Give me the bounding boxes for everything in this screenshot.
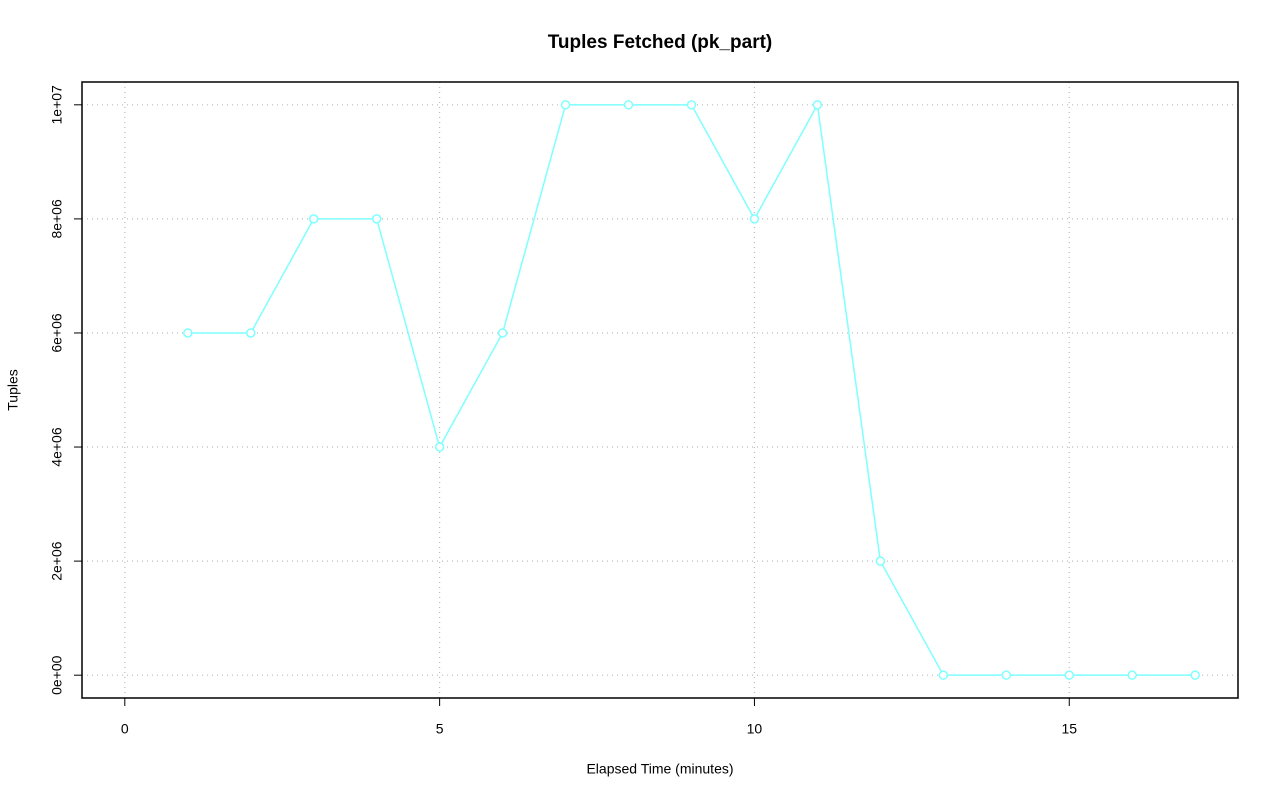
plot-frame <box>81 81 1239 699</box>
point <box>623 100 634 110</box>
y-tick-label: 1e+07 <box>49 85 65 125</box>
y-tick-label: 2e+06 <box>49 541 65 581</box>
x-tick-label: 10 <box>747 721 763 737</box>
point <box>938 670 949 680</box>
point <box>434 442 445 452</box>
point <box>686 100 697 110</box>
point <box>560 100 571 110</box>
point <box>1190 670 1200 680</box>
point <box>1001 670 1012 680</box>
point <box>812 100 823 110</box>
y-tick-label: 8e+06 <box>49 199 65 239</box>
point <box>1127 670 1137 680</box>
x-tick-label: 5 <box>436 721 444 737</box>
point <box>371 214 382 224</box>
chart-title: Tuples Fetched (pk_part) <box>548 32 773 53</box>
point <box>1064 670 1075 680</box>
x-tick-label: 0 <box>121 721 129 737</box>
y-axis-label: Tuples <box>5 369 21 411</box>
point <box>183 328 193 338</box>
point <box>497 328 508 338</box>
point <box>749 214 760 224</box>
x-axis-label: Elapsed Time (minutes) <box>586 761 733 777</box>
y-tick-label: 4e+06 <box>49 427 65 467</box>
y-tick-label: 6e+06 <box>49 313 65 353</box>
point <box>875 556 886 566</box>
x-tick-label: 15 <box>1061 721 1077 737</box>
point <box>245 328 256 338</box>
series-line <box>187 102 1196 676</box>
y-tick-label: 0e+00 <box>49 655 65 695</box>
point <box>308 214 319 224</box>
